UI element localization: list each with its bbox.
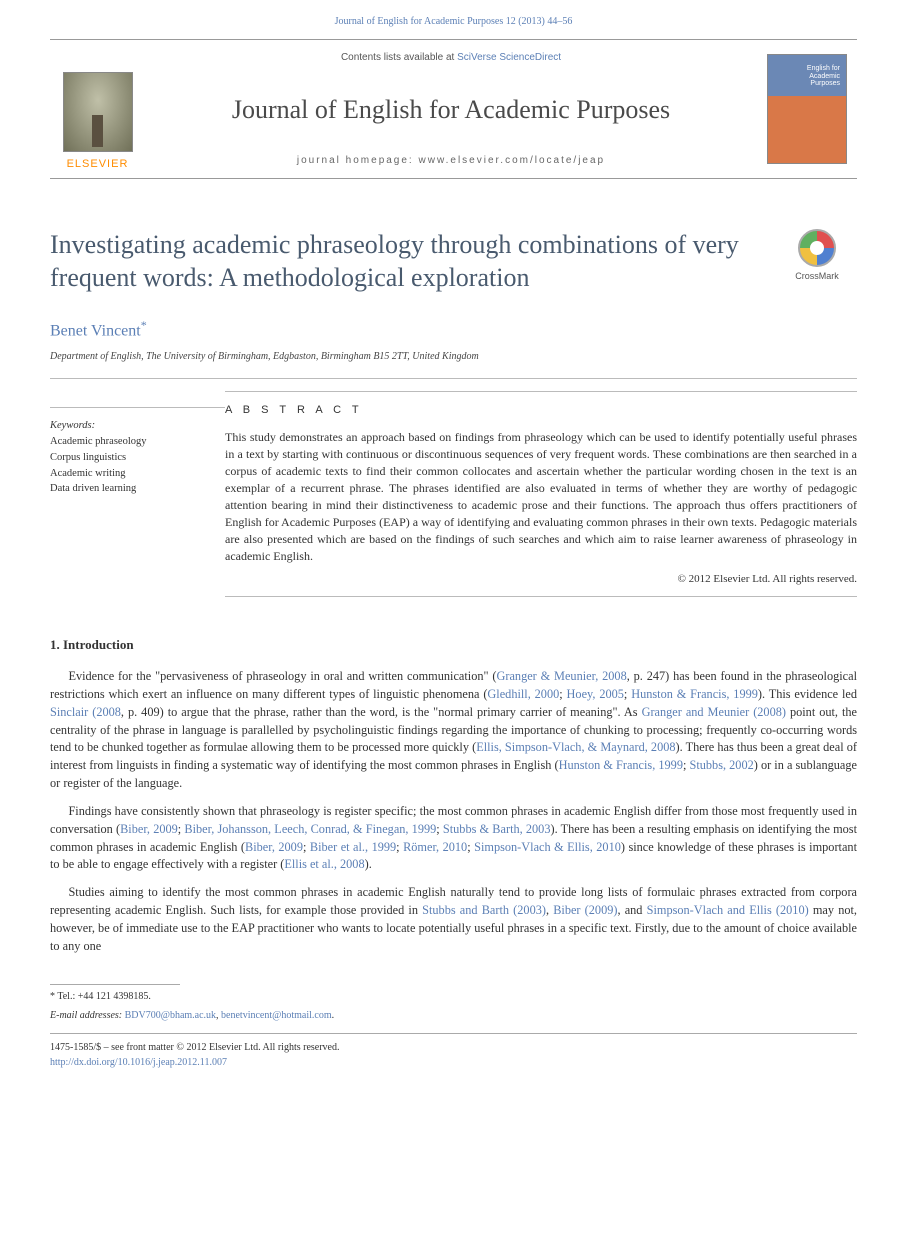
issn-line: 1475-1585/$ – see front matter © 2012 El… (50, 1040, 857, 1055)
abstract-block: A B S T R A C T This study demonstrates … (225, 391, 857, 596)
citation-link[interactable]: Biber, 2009 (245, 840, 303, 854)
abstract-text: This study demonstrates an approach base… (225, 429, 857, 565)
journal-cover-block: English for Academic Purposes (757, 40, 857, 178)
section-heading-intro: 1. Introduction (50, 635, 857, 655)
doi-link[interactable]: http://dx.doi.org/10.1016/j.jeap.2012.11… (50, 1057, 227, 1068)
citation-link[interactable]: Simpson-Vlach & Ellis, 2010 (474, 840, 621, 854)
abstract-row: Keywords: Academic phraseology Corpus li… (50, 379, 857, 596)
email-footnote: E-mail addresses: BDV700@bham.ac.uk, ben… (50, 1008, 857, 1023)
citation-link[interactable]: Gledhill, 2000 (487, 687, 559, 701)
article-title: Investigating academic phraseology throu… (50, 229, 777, 294)
footer-divider (50, 1033, 857, 1034)
homepage-label: journal homepage: (297, 155, 419, 166)
running-header: Journal of English for Academic Purposes… (0, 0, 907, 39)
citation-link[interactable]: Hunston & Francis, 1999 (559, 758, 683, 772)
abstract-heading: A B S T R A C T (225, 402, 857, 419)
text-run: ; (436, 822, 443, 836)
front-matter: 1475-1585/$ – see front matter © 2012 El… (50, 1040, 857, 1070)
abstract-bottom-rule (225, 596, 857, 597)
keyword-item: Academic phraseology (50, 434, 205, 450)
citation-link[interactable]: Biber, Johansson, Leech, Conrad, & Fineg… (184, 822, 436, 836)
keyword-item: Academic writing (50, 466, 205, 482)
body-paragraph: Studies aiming to identify the most comm… (50, 884, 857, 955)
text-run: ). (365, 857, 372, 871)
citation-link[interactable]: Biber (2009) (553, 903, 617, 917)
text-run: , and (617, 903, 646, 917)
citation-link[interactable]: Stubbs and Barth (2003) (422, 903, 546, 917)
cover-title-l3: Purposes (807, 80, 840, 88)
sciencedirect-link[interactable]: SciVerse ScienceDirect (457, 52, 561, 63)
keywords-block: Keywords: Academic phraseology Corpus li… (50, 407, 225, 596)
abstract-copyright: © 2012 Elsevier Ltd. All rights reserved… (225, 571, 857, 588)
corresponding-marker: * (141, 318, 147, 332)
affiliation: Department of English, The University of… (50, 349, 857, 364)
author-name: Benet Vincent (50, 322, 141, 339)
keyword-item: Corpus linguistics (50, 450, 205, 466)
crossmark-icon (798, 229, 836, 267)
text-run: Evidence for the "pervasiveness of phras… (68, 669, 496, 683)
text-run: ; (559, 687, 566, 701)
text-run: ). This evidence led (758, 687, 857, 701)
body-paragraph: Findings have consistently shown that ph… (50, 803, 857, 874)
publisher-label: ELSEVIER (67, 156, 129, 173)
contents-available-line: Contents lists available at SciVerse Sci… (145, 50, 757, 65)
text-run: , p. 409) to argue that the phrase, rath… (121, 705, 642, 719)
cover-title-l1: English for (807, 65, 840, 73)
journal-cover-thumbnail: English for Academic Purposes (767, 54, 847, 164)
citation-link[interactable]: Stubbs & Barth, 2003 (443, 822, 551, 836)
journal-homepage-line: journal homepage: www.elsevier.com/locat… (145, 153, 757, 168)
citation-link[interactable]: Stubbs, 2002 (690, 758, 754, 772)
crossmark-widget[interactable]: CrossMark (777, 229, 857, 284)
cover-title-l2: Academic (807, 73, 840, 81)
cover-title: English for Academic Purposes (807, 65, 840, 88)
citation-link[interactable]: Ellis et al., 2008 (284, 857, 364, 871)
author-line: Benet Vincent* (50, 316, 857, 343)
tel-label: * Tel.: (50, 991, 78, 1002)
citation-link[interactable]: Römer, 2010 (403, 840, 467, 854)
citation-link[interactable]: Granger and Meunier (2008) (642, 705, 786, 719)
citation-link[interactable]: Ellis, Simpson-Vlach, & Maynard, 2008 (476, 740, 675, 754)
masthead-center: Contents lists available at SciVerse Sci… (145, 40, 757, 178)
citation-link[interactable]: Biber, 2009 (120, 822, 178, 836)
title-block: Investigating academic phraseology throu… (50, 229, 857, 294)
citation-link[interactable]: Granger & Meunier, 2008 (496, 669, 626, 683)
email-link[interactable]: benetvincent@hotmail.com (221, 1010, 332, 1021)
keywords-heading: Keywords: (50, 418, 205, 434)
keyword-item: Data driven learning (50, 481, 205, 497)
citation-link[interactable]: Hoey, 2005 (567, 687, 624, 701)
elsevier-tree-icon (63, 72, 133, 152)
citation-link[interactable]: Sinclair (2008 (50, 705, 121, 719)
corresponding-footnote: * Tel.: +44 121 4398185. (50, 989, 857, 1004)
citation-link[interactable]: Simpson-Vlach and Ellis (2010) (647, 903, 809, 917)
crossmark-label: CrossMark (795, 271, 839, 281)
email-trail: . (332, 1010, 335, 1021)
text-run: ; (303, 840, 310, 854)
journal-name: Journal of English for Academic Purposes (145, 90, 757, 129)
contents-prefix: Contents lists available at (341, 52, 457, 63)
body-paragraph: Evidence for the "pervasiveness of phras… (50, 668, 857, 793)
masthead: ELSEVIER Contents lists available at Sci… (50, 39, 857, 179)
citation-link[interactable]: Hunston & Francis, 1999 (631, 687, 758, 701)
email-label: E-mail addresses: (50, 1010, 125, 1021)
citation-link[interactable]: Biber et al., 1999 (310, 840, 396, 854)
tel-value: +44 121 4398185. (78, 991, 151, 1002)
email-link[interactable]: BDV700@bham.ac.uk (125, 1010, 216, 1021)
footnote-rule (50, 984, 180, 985)
homepage-url[interactable]: www.elsevier.com/locate/jeap (419, 155, 606, 166)
publisher-block: ELSEVIER (50, 40, 145, 178)
